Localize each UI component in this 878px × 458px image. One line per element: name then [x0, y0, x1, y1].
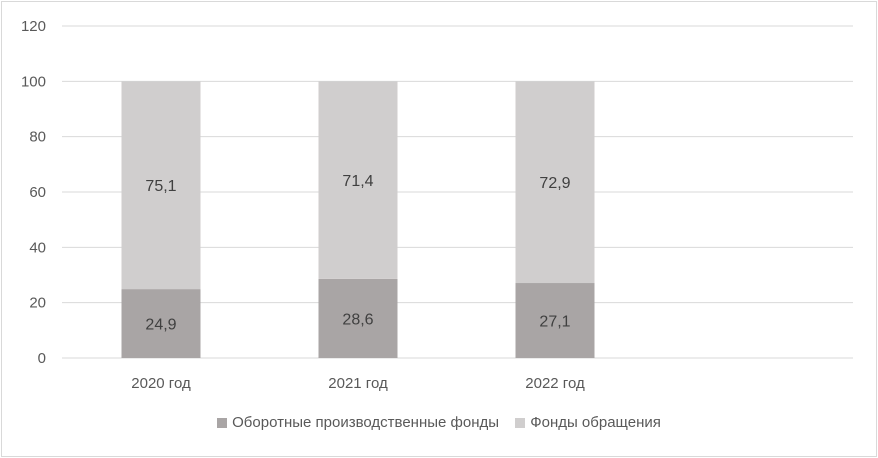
data-label-series-1-cat-0: 75,1 — [145, 178, 176, 195]
legend-swatch-series-1 — [515, 417, 526, 428]
data-label-series-0-cat-0: 24,9 — [145, 317, 176, 334]
y-tick-label: 80 — [29, 129, 46, 146]
bar-series-1-cat-1 — [318, 81, 398, 279]
legend-label-series-0: Оборотные производственные фонды — [232, 414, 500, 431]
x-category-label: 2021 год — [328, 375, 388, 392]
data-label-series-0-cat-2: 27,1 — [539, 314, 570, 331]
x-axis-labels: 2020 год 2021 год 2022 год — [131, 375, 585, 392]
y-axis-ticks: 0 20 40 60 80 100 120 — [21, 18, 46, 367]
y-tick-label: 60 — [29, 184, 46, 201]
legend-item-series-1: Фонды обращения — [515, 414, 661, 431]
y-tick-label: 120 — [21, 18, 46, 35]
y-tick-label: 100 — [21, 73, 46, 90]
bars — [121, 81, 595, 358]
bar-series-0-cat-1 — [318, 278, 398, 358]
data-labels: 24,9 75,1 28,6 71,4 27,1 72,9 — [145, 173, 570, 333]
bar-series-0-cat-2 — [515, 283, 595, 358]
legend-item-series-0: Оборотные производственные фонды — [217, 414, 499, 431]
y-tick-label: 20 — [29, 295, 46, 312]
x-category-label: 2020 год — [131, 375, 191, 392]
x-category-label: 2022 год — [525, 375, 585, 392]
data-label-series-0-cat-1: 28,6 — [342, 311, 373, 328]
bar-series-1-cat-0 — [121, 81, 201, 290]
bar-series-1-cat-2 — [515, 81, 595, 284]
y-tick-label: 0 — [38, 350, 46, 367]
data-label-series-1-cat-1: 71,4 — [342, 173, 373, 190]
y-tick-label: 40 — [29, 239, 46, 256]
legend-swatch-series-0 — [217, 417, 228, 428]
bar-series-0-cat-0 — [121, 289, 201, 358]
data-label-series-1-cat-2: 72,9 — [539, 175, 570, 192]
legend-label-series-1: Фонды обращения — [530, 414, 661, 431]
legend: Оборотные производственные фонды Фонды о… — [0, 414, 878, 432]
